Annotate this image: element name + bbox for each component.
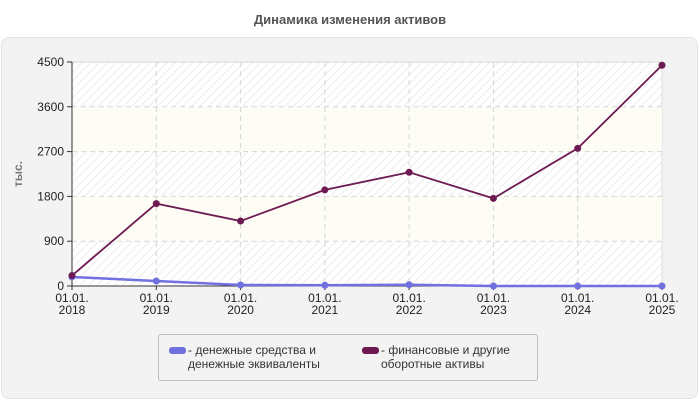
x-tick-label: 01.01. (392, 291, 425, 305)
x-tick-label: 2021 (312, 303, 339, 317)
data-point (574, 282, 582, 290)
data-point (321, 186, 329, 194)
data-point (574, 144, 582, 152)
x-tick-label: 2025 (649, 303, 676, 317)
data-point (321, 281, 329, 289)
legend-label-financial: - финансовые и другие оборотные активы (381, 343, 510, 371)
legend-item-financial[interactable]: - финансовые и другие оборотные активы (362, 343, 510, 371)
legend: - денежные средства и денежные эквивален… (158, 334, 538, 381)
x-tick-label: 2018 (59, 303, 86, 317)
x-tick-label: 01.01. (55, 291, 88, 305)
data-point (405, 168, 413, 176)
plot-area (71, 61, 663, 287)
legend-item-cash[interactable]: - денежные средства и денежные эквивален… (169, 343, 320, 371)
y-tick-label: 3600 (37, 100, 64, 114)
x-tick-label: 01.01. (645, 291, 678, 305)
x-tick-label: 2020 (227, 303, 254, 317)
data-point (405, 281, 413, 289)
x-tick-label: 2023 (480, 303, 507, 317)
data-point (152, 277, 160, 285)
x-tick-label: 2022 (396, 303, 423, 317)
data-point (489, 282, 497, 290)
y-tick-label: 900 (44, 234, 64, 248)
data-point (658, 282, 666, 290)
legend-swatch-cash (169, 347, 186, 354)
data-point (237, 217, 245, 225)
series-line (71, 64, 663, 277)
x-tick-label: 01.01. (477, 291, 510, 305)
y-axis-label: тыс. (11, 161, 25, 187)
y-tick-label: 1800 (37, 189, 64, 203)
y-tick-label: 2700 (37, 145, 64, 159)
x-tick-label: 2024 (564, 303, 591, 317)
x-tick-label: 2019 (143, 303, 170, 317)
chart-title: Динамика изменения активов (253, 12, 447, 27)
y-tick-label: 4500 (37, 55, 64, 69)
series-line (71, 275, 662, 288)
x-tick-label: 01.01. (308, 291, 341, 305)
data-point (152, 200, 160, 208)
legend-label-cash: - денежные средства и денежные эквивален… (188, 343, 320, 371)
x-tick-label: 01.01. (224, 291, 257, 305)
data-point (489, 194, 497, 202)
x-tick-label: 01.01. (561, 291, 594, 305)
y-tick-label: 0 (57, 279, 64, 293)
data-point (68, 272, 76, 280)
x-tick-label: 01.01. (140, 291, 173, 305)
legend-swatch-financial (362, 347, 379, 354)
data-point (237, 281, 245, 289)
data-point (658, 61, 666, 69)
